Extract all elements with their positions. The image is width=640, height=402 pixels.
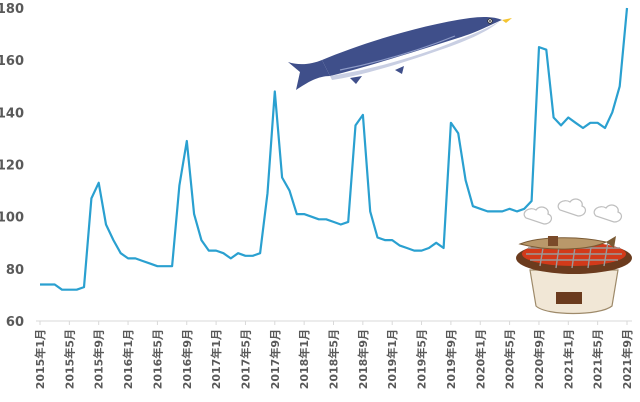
x-tick-label: 2018年9月 — [356, 329, 370, 389]
x-tick-label: 2021年1月 — [561, 329, 575, 389]
x-tick-label: 2015年5月 — [62, 329, 76, 389]
x-tick-label: 2017年5月 — [238, 329, 252, 389]
x-tick-label: 2016年5月 — [150, 329, 164, 389]
y-tick-label: 120 — [0, 159, 24, 174]
x-tick-label: 2017年1月 — [209, 329, 223, 389]
x-tick-label: 2015年1月 — [33, 329, 47, 389]
y-tick-label: 160 — [0, 54, 24, 69]
x-tick-label: 2020年1月 — [473, 329, 487, 389]
y-tick-label: 60 — [6, 315, 24, 330]
y-tick-label: 140 — [0, 106, 24, 121]
x-tick-label: 2016年1月 — [121, 329, 135, 389]
x-axis-ticks: 2015年1月 2015年5月 2015年9月 2016年1月 2016年5月 2016年… — [33, 321, 634, 389]
y-tick-label: 80 — [6, 263, 24, 278]
x-tick-label: 2021年9月 — [620, 329, 634, 389]
x-tick-label: 2018年5月 — [327, 329, 341, 389]
x-tick-label: 2015年9月 — [92, 329, 106, 389]
x-tick-label: 2020年5月 — [503, 329, 517, 389]
x-tick-label: 2016年9月 — [180, 329, 194, 389]
x-tick-label: 2020年9月 — [532, 329, 546, 389]
x-tick-label: 2019年5月 — [415, 329, 429, 389]
x-tick-label: 2019年9月 — [444, 329, 458, 389]
grill-illustration — [516, 198, 632, 315]
y-tick-label: 100 — [0, 211, 24, 226]
x-tick-label: 2019年1月 — [385, 329, 399, 389]
x-tick-label: 2021年5月 — [591, 329, 605, 389]
x-tick-label: 2017年9月 — [268, 329, 282, 389]
series-line — [40, 7, 629, 291]
y-axis-ticks: 60 80 100 120 140 160 180 — [0, 2, 24, 330]
x-tick-label: 2018年1月 — [297, 329, 311, 389]
fish-illustration — [288, 16, 512, 90]
y-tick-label: 180 — [0, 2, 24, 17]
